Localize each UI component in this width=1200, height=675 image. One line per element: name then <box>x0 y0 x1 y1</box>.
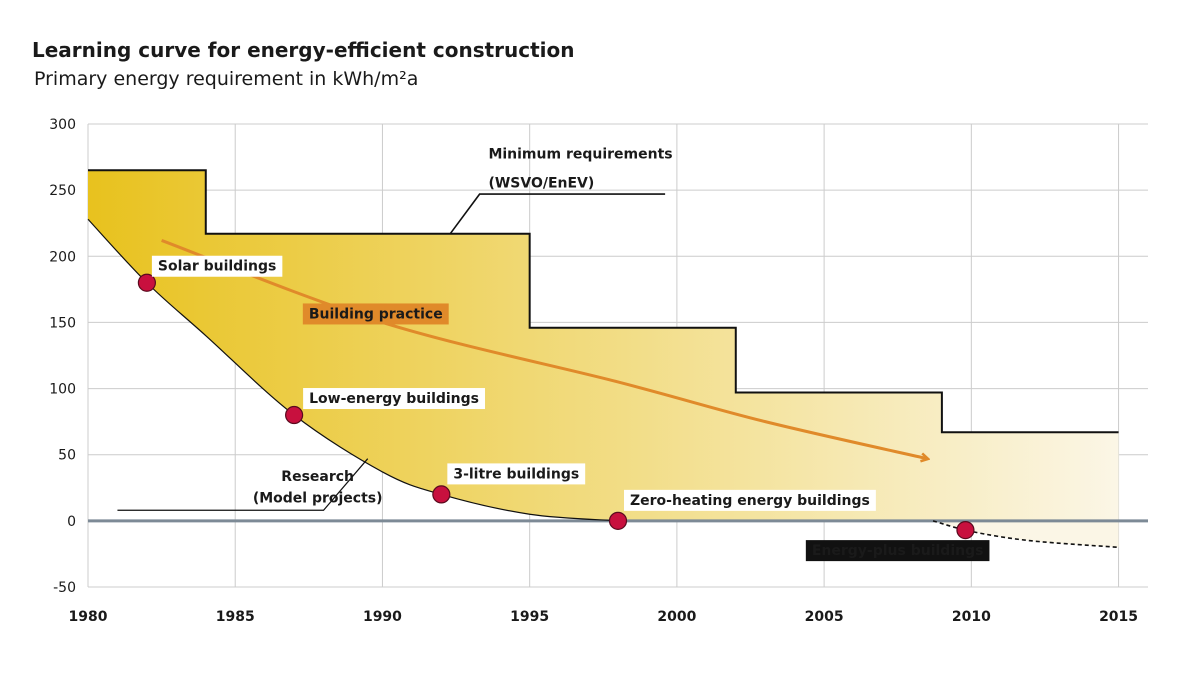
minimum-requirements-line <box>88 169 1119 434</box>
chart-subtitle: Primary energy requirement in kWh/m²a <box>34 68 419 90</box>
leader-lines <box>117 193 666 511</box>
label-research-line2-text: (Model projects) <box>253 490 383 506</box>
x-tick-label: 2000 <box>657 609 696 625</box>
y-tick-label: 100 <box>49 382 76 398</box>
label-energy-plus-buildings: Energy-plus buildings <box>805 540 990 562</box>
milestone-marker <box>608 511 628 530</box>
x-tick-label: 2015 <box>1099 609 1138 625</box>
y-tick-label: 50 <box>58 448 76 464</box>
label-min-req-line1: Minimum requirements <box>488 146 672 162</box>
milestone-marker <box>137 273 156 292</box>
efficiency-gap-area <box>88 170 1119 521</box>
label-solar-buildings: Solar buildings <box>151 255 283 277</box>
label-solar-buildings-background <box>151 255 283 277</box>
label-solar-buildings-text: Solar buildings <box>158 259 276 275</box>
x-tick-label: 2005 <box>805 609 844 625</box>
label-zero-heating-buildings: Zero-heating energy buildings <box>624 489 876 511</box>
label-low-energy-buildings: Low-energy buildings <box>303 388 486 410</box>
energy-plus-curve <box>932 520 1119 549</box>
label-min-req-line2-text: (WSVO/EnEV) <box>488 175 594 191</box>
research-leader-line <box>117 458 369 511</box>
label-zero-heating-buildings-text: Zero-heating energy buildings <box>630 493 870 509</box>
label-building-practice: Building practice <box>302 303 449 325</box>
x-tick-label: 1985 <box>216 609 255 625</box>
label-energy-plus-buildings-text: Energy-plus buildings <box>812 543 984 559</box>
label-3-litre-buildings-background <box>447 463 586 485</box>
label-building-practice-background <box>302 303 449 325</box>
energy-plus-area <box>933 520 1119 548</box>
annotations: Solar buildings Low-energy buildings 3-lit… <box>151 146 990 562</box>
label-research-line2: (Model projects) <box>253 490 383 506</box>
axis-ticks: 300 250 200 150 100 50 0 -50 1980 1985 1990 1995 200… <box>49 117 1138 625</box>
label-3-litre-buildings: 3-litre buildings <box>447 463 586 485</box>
y-tick-label: 200 <box>49 249 76 265</box>
x-tick-label: 1995 <box>510 609 549 625</box>
x-tick-label: 2010 <box>952 609 991 625</box>
label-energy-plus-buildings-background <box>805 540 990 562</box>
label-zero-heating-buildings-background <box>624 489 876 511</box>
milestone-marker <box>956 521 975 540</box>
milestone-marker <box>285 405 304 425</box>
label-building-practice-text: Building practice <box>309 306 443 322</box>
y-tick-label: 0 <box>67 514 76 530</box>
milestone-marker <box>432 485 451 504</box>
min-req-leader-line <box>449 193 666 235</box>
label-3-litre-buildings-text: 3-litre buildings <box>453 466 579 482</box>
label-min-req-line1-text: Minimum requirements <box>488 146 672 162</box>
y-tick-label: 300 <box>49 117 76 133</box>
label-min-req-line2: (WSVO/EnEV) <box>488 175 594 191</box>
label-research-line1-text: Research <box>281 469 354 485</box>
chart-title: Learning curve for energy-efficient cons… <box>32 38 575 62</box>
y-tick-label: 250 <box>49 183 76 199</box>
x-tick-label: 1980 <box>69 609 108 625</box>
building-practice-arrow <box>161 239 928 458</box>
label-low-energy-buildings-background <box>303 388 486 410</box>
label-low-energy-buildings-text: Low-energy buildings <box>309 391 479 407</box>
label-research-line1: Research <box>281 469 354 485</box>
y-tick-label: -50 <box>53 580 76 596</box>
milestone-markers <box>137 273 975 540</box>
y-tick-label: 150 <box>49 315 76 331</box>
x-tick-label: 1990 <box>363 609 402 625</box>
